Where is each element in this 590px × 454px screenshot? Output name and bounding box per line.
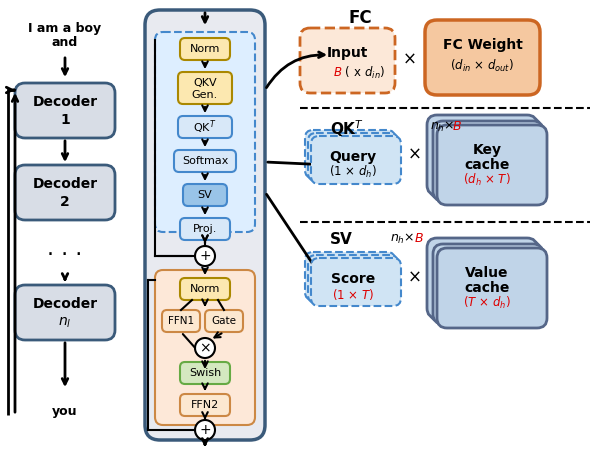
Circle shape [195, 420, 215, 440]
FancyBboxPatch shape [433, 244, 543, 324]
Text: ×: × [408, 146, 422, 164]
FancyBboxPatch shape [311, 136, 401, 184]
Text: · · ·: · · · [47, 245, 83, 265]
Text: Gen.: Gen. [192, 90, 218, 100]
Text: $B$: $B$ [452, 120, 462, 133]
FancyBboxPatch shape [311, 258, 401, 306]
Text: Key: Key [473, 143, 502, 157]
FancyBboxPatch shape [437, 125, 547, 205]
Text: +: + [199, 249, 211, 263]
FancyBboxPatch shape [425, 20, 540, 95]
Text: I am a boy: I am a boy [28, 22, 101, 35]
Text: cache: cache [464, 158, 510, 172]
Text: Norm: Norm [190, 44, 220, 54]
FancyBboxPatch shape [427, 238, 537, 318]
FancyBboxPatch shape [308, 255, 398, 303]
Text: (1 × $d_h$): (1 × $d_h$) [329, 164, 377, 180]
Text: $n_h$×: $n_h$× [390, 232, 415, 246]
Text: QK$^T$: QK$^T$ [330, 118, 364, 139]
FancyBboxPatch shape [430, 241, 540, 321]
Text: (: ( [345, 66, 350, 79]
Text: SV: SV [330, 232, 353, 247]
FancyBboxPatch shape [155, 32, 255, 232]
FancyBboxPatch shape [15, 83, 115, 138]
FancyBboxPatch shape [15, 285, 115, 340]
FancyBboxPatch shape [205, 310, 243, 332]
Text: Value: Value [466, 266, 509, 280]
FancyBboxPatch shape [308, 133, 398, 181]
Text: cache: cache [464, 281, 510, 295]
FancyBboxPatch shape [178, 72, 232, 104]
Text: (1 × $T$): (1 × $T$) [332, 286, 374, 301]
Text: Decoder: Decoder [32, 297, 97, 311]
Text: ($d_{in}$ × $d_{out}$): ($d_{in}$ × $d_{out}$) [450, 58, 514, 74]
FancyBboxPatch shape [180, 278, 230, 300]
Text: Decoder: Decoder [32, 178, 97, 192]
Text: Decoder: Decoder [32, 95, 97, 109]
FancyBboxPatch shape [174, 150, 236, 172]
Text: FC: FC [348, 9, 372, 27]
Text: $B$: $B$ [414, 232, 424, 245]
Text: ($T$ × $d_h$): ($T$ × $d_h$) [463, 295, 511, 311]
Text: FC Weight: FC Weight [442, 39, 522, 53]
FancyBboxPatch shape [162, 310, 200, 332]
Text: ×: × [199, 341, 211, 355]
Text: 1: 1 [60, 114, 70, 128]
Circle shape [195, 338, 215, 358]
Text: ×: × [403, 51, 417, 69]
FancyBboxPatch shape [305, 252, 395, 300]
Text: and: and [52, 36, 78, 49]
Text: ×: × [408, 269, 422, 287]
FancyBboxPatch shape [145, 10, 265, 440]
FancyBboxPatch shape [300, 28, 395, 93]
FancyBboxPatch shape [180, 218, 230, 240]
Text: FFN2: FFN2 [191, 400, 219, 410]
Text: Input: Input [327, 45, 368, 59]
FancyBboxPatch shape [305, 130, 395, 178]
FancyBboxPatch shape [180, 362, 230, 384]
FancyBboxPatch shape [437, 248, 547, 328]
Text: SV: SV [198, 190, 212, 200]
Text: Swish: Swish [189, 368, 221, 378]
FancyBboxPatch shape [15, 165, 115, 220]
Text: Gate: Gate [211, 316, 237, 326]
FancyBboxPatch shape [180, 394, 230, 416]
Text: ($d_h$ × $T$): ($d_h$ × $T$) [463, 172, 511, 188]
FancyBboxPatch shape [180, 38, 230, 60]
Text: $n_h$×: $n_h$× [430, 120, 454, 134]
Text: QK$^T$: QK$^T$ [194, 118, 217, 136]
Text: QKV: QKV [193, 78, 217, 88]
Text: FFN1: FFN1 [168, 316, 194, 326]
FancyBboxPatch shape [433, 121, 543, 201]
Text: $B$: $B$ [333, 66, 342, 79]
Text: Query: Query [329, 150, 376, 164]
Text: Proj.: Proj. [193, 224, 217, 234]
Text: you: you [53, 405, 78, 418]
Text: $n_l$: $n_l$ [58, 315, 72, 330]
FancyBboxPatch shape [155, 270, 255, 425]
FancyBboxPatch shape [427, 115, 537, 195]
FancyBboxPatch shape [183, 184, 227, 206]
FancyBboxPatch shape [430, 118, 540, 198]
Text: Norm: Norm [190, 284, 220, 294]
FancyBboxPatch shape [178, 116, 232, 138]
Text: 2: 2 [60, 196, 70, 209]
Circle shape [195, 246, 215, 266]
Text: Softmax: Softmax [182, 156, 228, 166]
Text: Score: Score [331, 272, 375, 286]
Text: x $d_{in}$): x $d_{in}$) [349, 64, 385, 80]
Text: +: + [199, 423, 211, 437]
